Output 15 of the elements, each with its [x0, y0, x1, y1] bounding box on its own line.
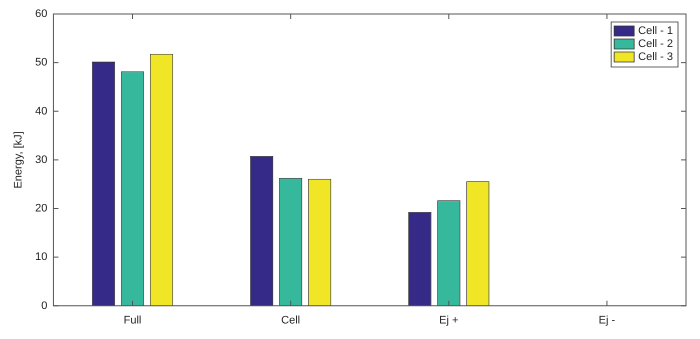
legend-label: Cell - 2 [638, 38, 673, 50]
y-tick-label: 0 [41, 300, 48, 312]
x-tick-label: Full [124, 314, 142, 326]
y-axis-title: Energy, [kJ] [12, 131, 25, 189]
legend-label: Cell - 3 [638, 51, 673, 64]
y-tick-label: 40 [35, 105, 48, 118]
y-tick-label: 20 [35, 202, 48, 215]
y-tick-label: 50 [35, 56, 48, 69]
y-tick-label: 30 [35, 154, 48, 166]
x-tick-label: Ej - [598, 314, 616, 326]
x-tick-label: Ej + [439, 314, 458, 326]
y-tick-label: 60 [35, 8, 48, 20]
legend-label: Cell - 1 [638, 25, 673, 38]
x-tick-label: Cell [281, 314, 300, 326]
y-tick-label: 10 [35, 251, 48, 264]
